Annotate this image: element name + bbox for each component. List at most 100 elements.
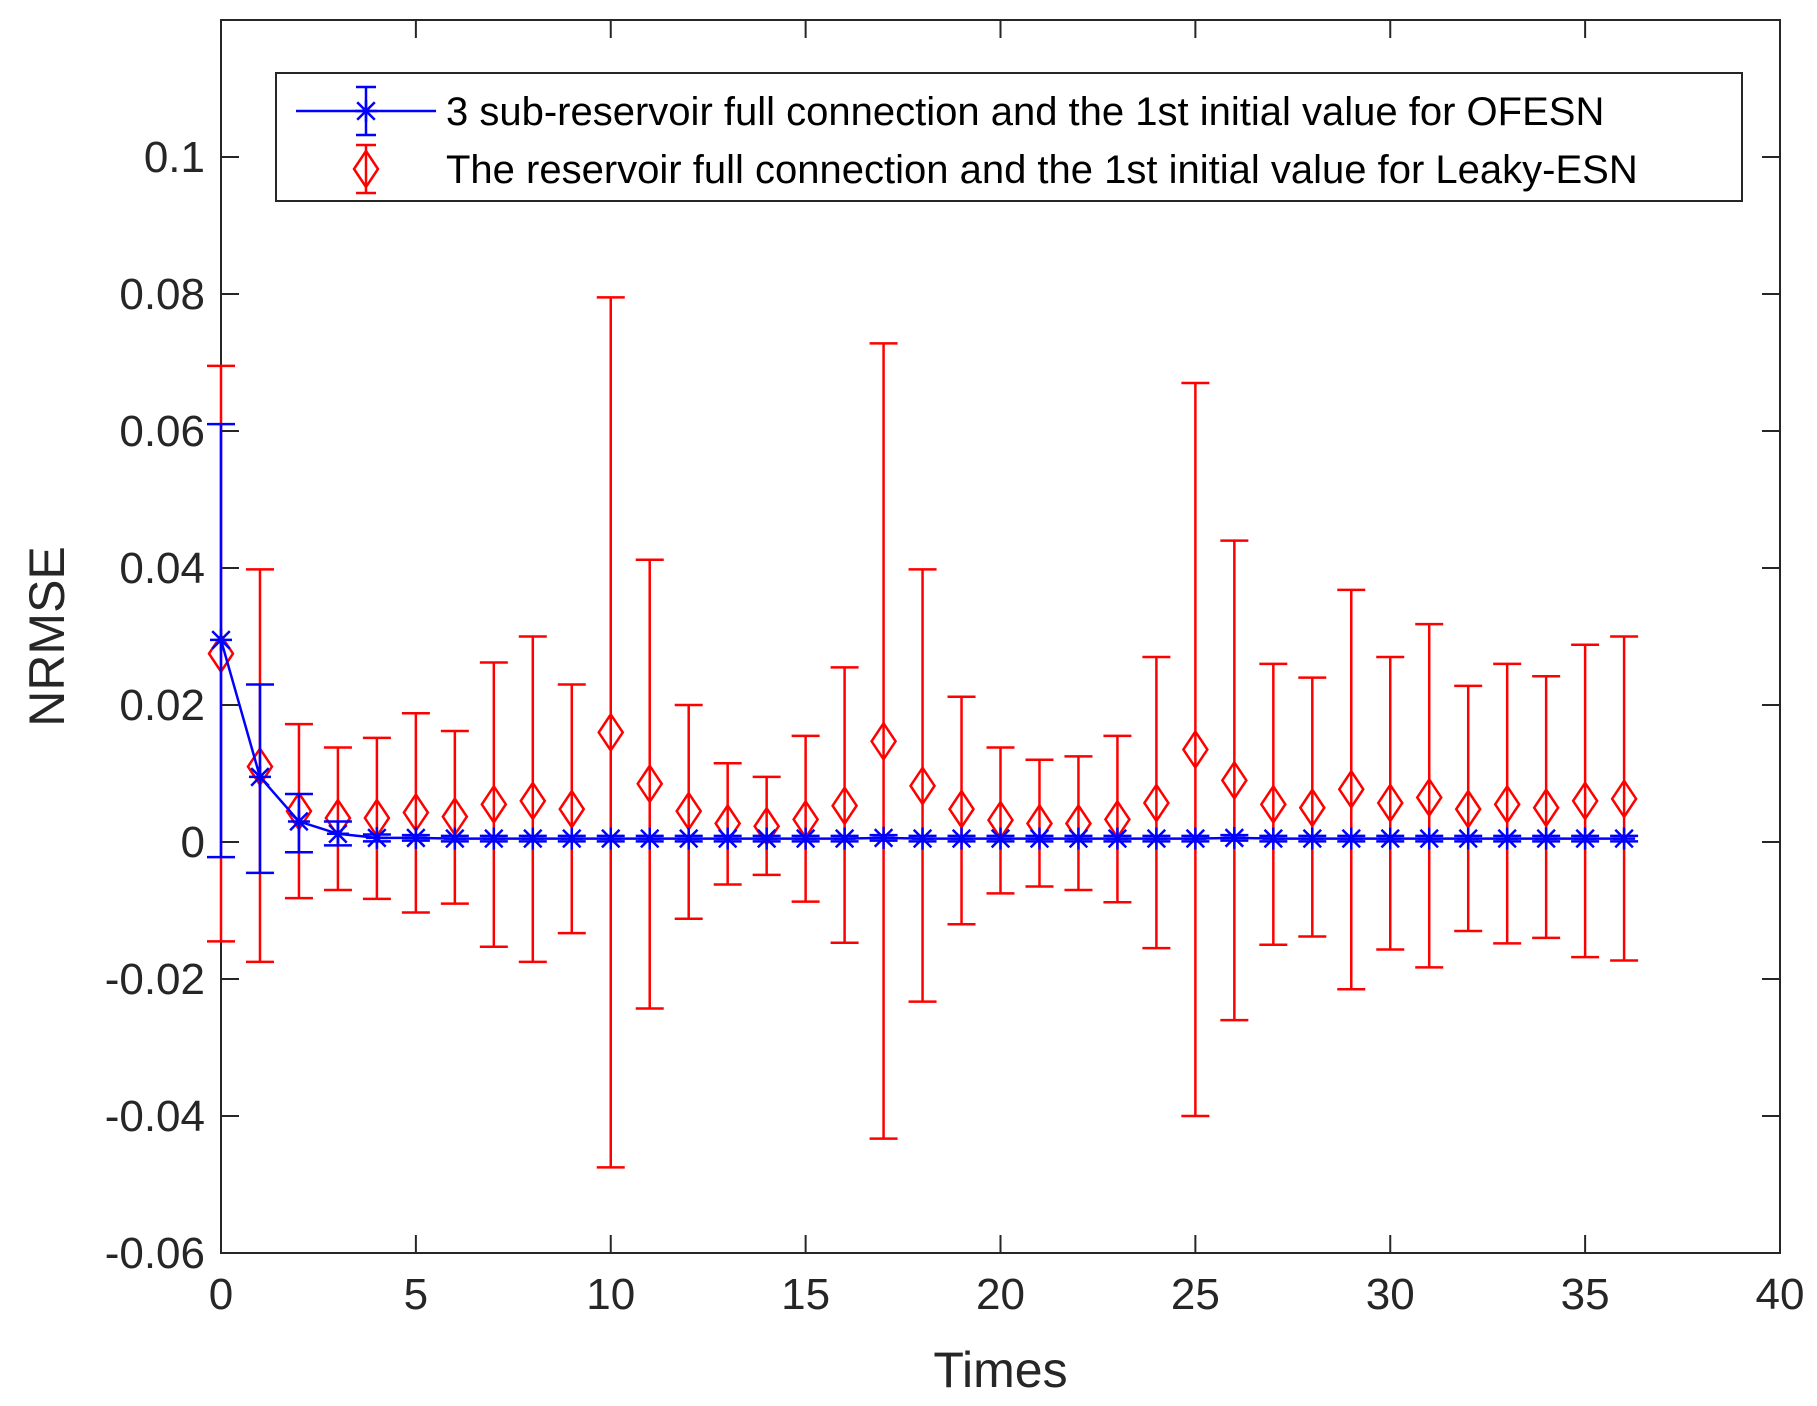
data-point: [755, 827, 778, 850]
data-point: [1145, 827, 1168, 850]
data-point: [1379, 827, 1402, 850]
y-tick-label: 0.02: [119, 681, 205, 730]
star-stroke: [523, 828, 543, 849]
x-tick-label: 0: [209, 1270, 233, 1319]
data-point: [1418, 827, 1441, 850]
data-point: [1610, 778, 1638, 820]
star-stroke: [1263, 828, 1284, 849]
data-point: [1571, 780, 1599, 822]
data-point: [950, 827, 973, 850]
data-point: [870, 721, 898, 762]
data-point: [210, 628, 232, 651]
error-bar: [791, 734, 820, 903]
error-bar: [401, 711, 430, 914]
error-bar: [557, 683, 586, 935]
data-point: [1259, 784, 1287, 825]
error-bar: [596, 296, 625, 1169]
star-stroke: [356, 101, 376, 121]
x-axis-title: Times: [933, 1342, 1067, 1398]
star-stroke: [562, 828, 582, 849]
star-stroke: [484, 828, 504, 849]
series-ofesn: [207, 422, 1639, 875]
data-point: [1535, 827, 1558, 850]
data-point: [1028, 827, 1051, 850]
data-point: [1493, 784, 1521, 825]
legend-marker: [355, 100, 377, 122]
star-stroke: [211, 630, 231, 650]
star-stroke: [951, 828, 972, 849]
data-point: [521, 827, 544, 850]
data-point: [326, 822, 349, 845]
error-bar: [1259, 662, 1288, 946]
data-point: [365, 826, 388, 849]
error-bar: [947, 695, 976, 926]
data-point: [636, 763, 664, 805]
legend-label: The reservoir full connection and the 1s…: [446, 148, 1638, 192]
error-bar: [635, 558, 664, 1010]
y-tick-label: 0: [181, 818, 205, 867]
x-tick-label: 15: [781, 1270, 830, 1319]
star-stroke: [990, 828, 1011, 849]
data-point: [948, 788, 976, 830]
error-bar: [1337, 588, 1366, 991]
data-point: [1184, 827, 1207, 850]
star-stroke: [795, 828, 816, 849]
data-point: [560, 827, 583, 850]
star-stroke: [445, 828, 465, 849]
data-point: [480, 784, 508, 825]
data-point: [1106, 827, 1129, 850]
error-bar: [986, 746, 1015, 895]
star-stroke: [679, 828, 699, 849]
error-bar: [323, 746, 352, 892]
x-tick-label: 10: [586, 1270, 635, 1319]
error-bar: [1298, 676, 1327, 938]
star-stroke: [1536, 828, 1556, 849]
data-point: [1301, 827, 1324, 850]
star-stroke: [1614, 828, 1634, 849]
legend-entry: 3 sub-reservoir full connection and the …: [296, 85, 1604, 137]
star-stroke: [1497, 828, 1517, 849]
star-stroke: [640, 828, 660, 849]
star-stroke: [1458, 828, 1478, 849]
data-point: [677, 827, 700, 850]
data-point: [1376, 782, 1404, 824]
data-point: [1223, 826, 1246, 849]
star-stroke: [1341, 828, 1361, 849]
star-stroke: [1146, 828, 1167, 849]
y-tick-label: -0.02: [105, 955, 205, 1004]
star-stroke: [1575, 828, 1595, 849]
data-point: [482, 827, 505, 850]
y-tick-label: -0.06: [105, 1229, 205, 1278]
data-point: [1340, 827, 1363, 850]
star-stroke: [367, 828, 387, 848]
star-stroke: [250, 767, 270, 787]
error-bar: [1064, 755, 1093, 892]
data-point: [248, 765, 271, 788]
star-stroke: [1224, 828, 1245, 848]
error-bar: [479, 661, 508, 949]
data-point: [597, 712, 625, 753]
data-point: [1415, 777, 1443, 818]
data-point: [519, 780, 547, 822]
y-tick-label: -0.04: [105, 1092, 205, 1141]
star-stroke: [873, 828, 894, 848]
error-bar: [1532, 674, 1561, 940]
star-stroke: [1068, 828, 1089, 849]
error-bar: [1376, 655, 1405, 951]
star-stroke: [756, 828, 777, 849]
star-stroke: [1302, 828, 1322, 849]
star-stroke: [601, 828, 621, 849]
data-point: [911, 827, 934, 850]
y-axis-title: NRMSE: [19, 546, 75, 727]
error-bar: [713, 761, 742, 886]
data-point: [1337, 769, 1365, 810]
error-bar: [1220, 539, 1249, 1022]
y-tick-label: 0.04: [119, 544, 205, 593]
x-tick-label: 25: [1171, 1270, 1220, 1319]
error-bar: [869, 342, 898, 1140]
legend-marker: [352, 148, 380, 190]
star-stroke: [717, 828, 738, 849]
data-point: [443, 827, 466, 850]
star-stroke: [328, 824, 348, 844]
